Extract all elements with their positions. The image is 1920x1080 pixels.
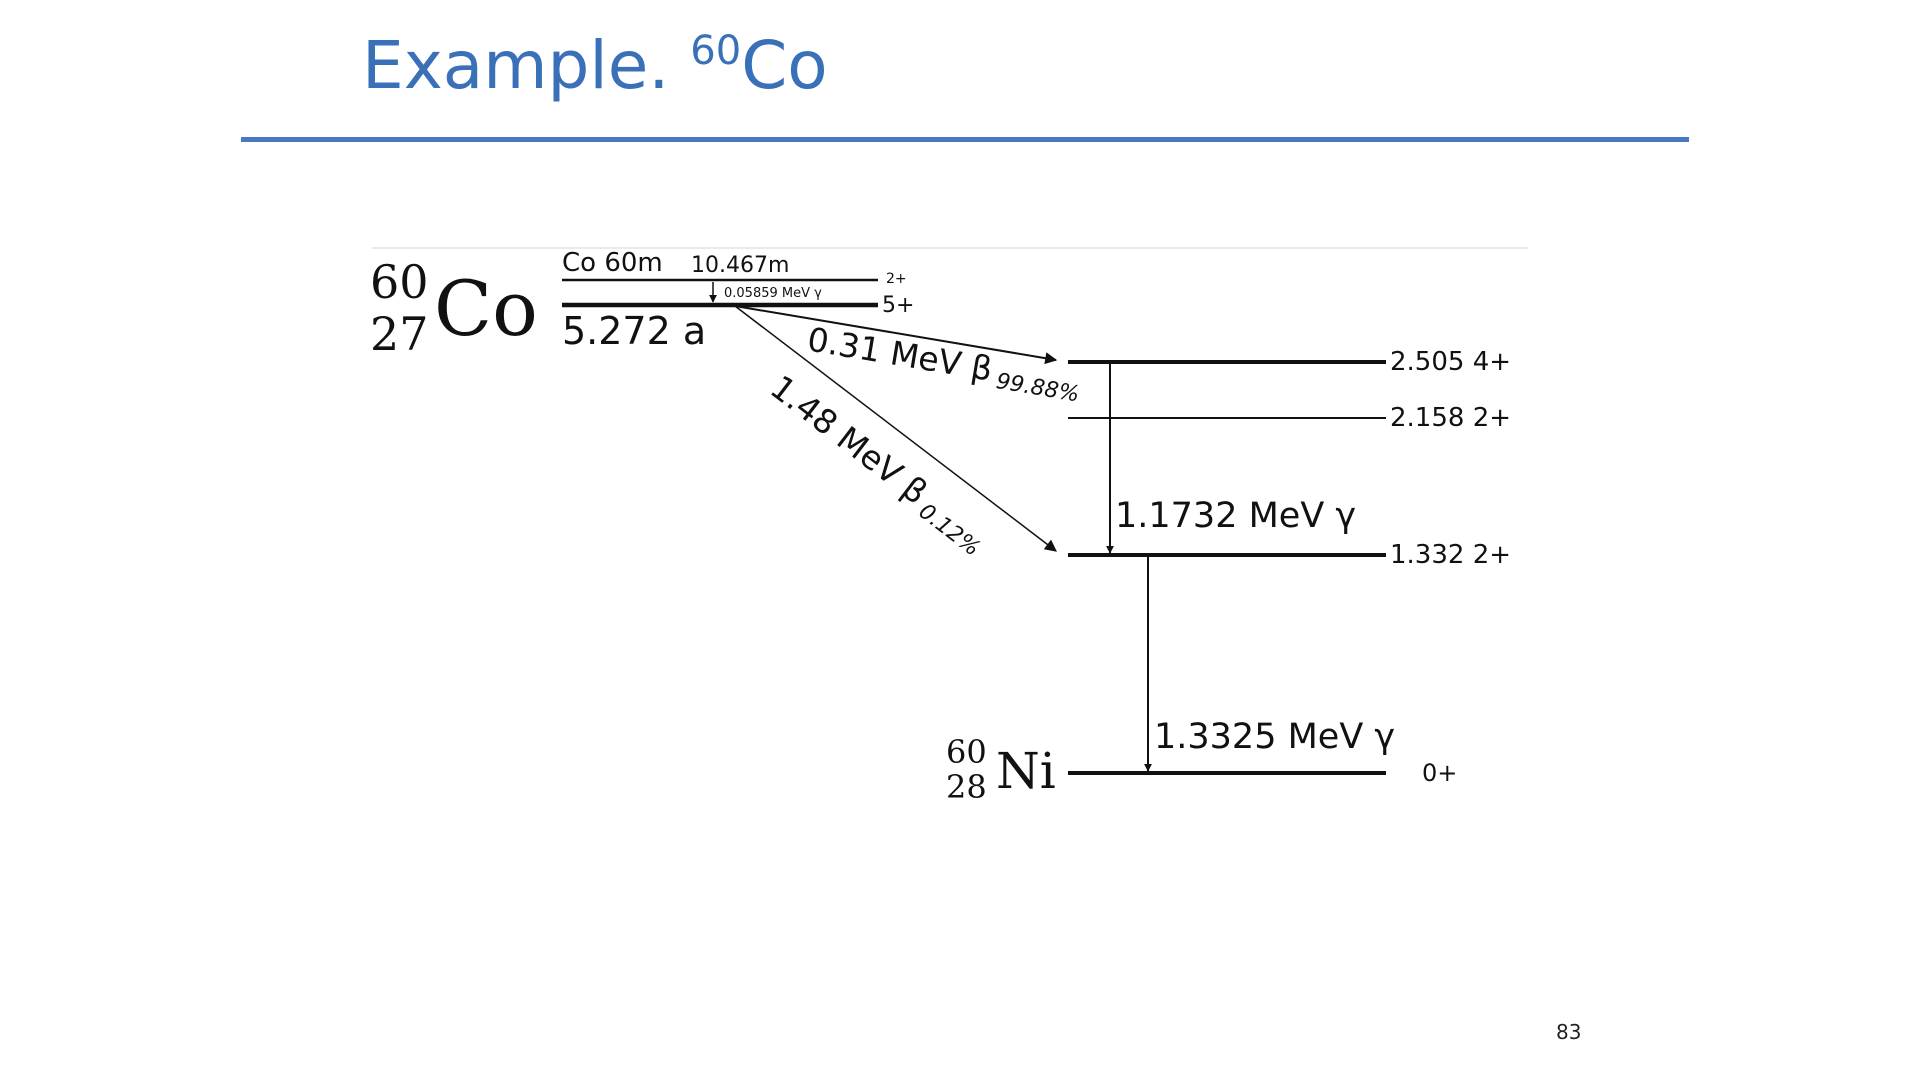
beta2-branch: 0.12% <box>914 499 985 561</box>
level-label-ground: 0+ <box>1422 759 1457 787</box>
level-label-1332: 1.332 2+ <box>1390 540 1511 570</box>
parent-element-symbol: Co <box>434 264 538 353</box>
parent-ground-spin: 5+ <box>882 293 914 318</box>
parent-nuclide-label: 60 27 Co <box>370 255 538 361</box>
isomer-spin: 2+ <box>886 271 907 287</box>
isomer-gamma-label: 0.05859 MeV γ <box>724 286 822 301</box>
daughter-element-symbol: Ni <box>996 742 1056 800</box>
title-mass-number: 60 <box>690 28 742 74</box>
daughter-mass-number: 60 <box>946 733 987 771</box>
title-divider <box>241 137 1689 142</box>
level-label-2505: 2.505 4+ <box>1390 347 1511 377</box>
parent-mass-number: 60 <box>370 255 429 309</box>
isomer-halflife: 10.467m <box>691 253 789 278</box>
daughter-nuclide-label: 60 28 Ni <box>946 733 1056 806</box>
beta2-label: 1.48 MeV β0.12% <box>761 367 996 561</box>
parent-atomic-number: 27 <box>370 307 429 361</box>
beta-arrow-to-1332 <box>734 305 1057 552</box>
title-main: Example. <box>362 27 691 104</box>
daughter-atomic-number: 28 <box>946 768 987 806</box>
isomer-label: Co 60m <box>562 248 663 278</box>
title-element: Co <box>741 27 828 104</box>
page-number: 83 <box>1556 1020 1582 1044</box>
beta1-label: 0.31 MeV β99.88% <box>804 319 1084 407</box>
gamma1-label: 1.1732 MeV γ <box>1115 496 1356 536</box>
level-label-2158: 2.158 2+ <box>1390 403 1511 433</box>
beta-arrow-to-2505 <box>734 305 1058 365</box>
slide-title: Example. 60Co <box>362 26 828 105</box>
beta1-energy: 0.31 MeV β <box>805 319 996 388</box>
parent-halflife: 5.272 a <box>562 309 706 353</box>
gamma2-label: 1.3325 MeV γ <box>1154 717 1395 757</box>
beta1-branch: 99.88% <box>994 369 1081 408</box>
